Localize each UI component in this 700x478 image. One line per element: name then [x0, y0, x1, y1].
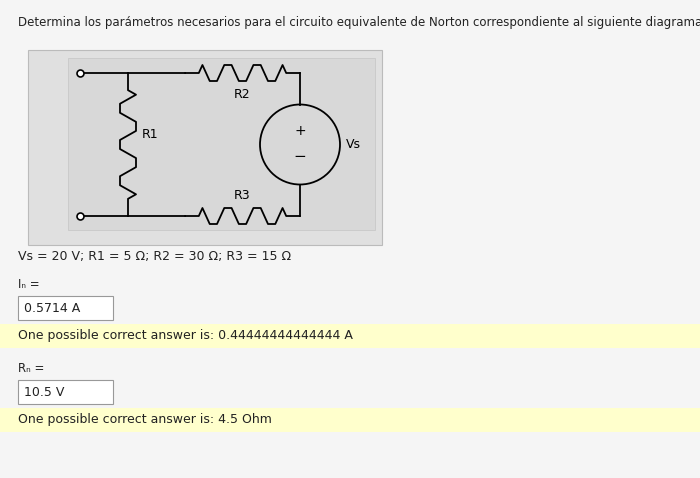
Text: Vs = 20 V; R1 = 5 Ω; R2 = 30 Ω; R3 = 15 Ω: Vs = 20 V; R1 = 5 Ω; R2 = 30 Ω; R3 = 15 … [18, 250, 291, 263]
Text: One possible correct answer is: 4.5 Ohm: One possible correct answer is: 4.5 Ohm [18, 413, 272, 426]
Text: Iₙ =: Iₙ = [18, 278, 40, 291]
FancyBboxPatch shape [0, 408, 700, 432]
FancyBboxPatch shape [18, 296, 113, 320]
Text: 10.5 V: 10.5 V [24, 385, 64, 399]
FancyBboxPatch shape [28, 50, 382, 245]
Text: R1: R1 [142, 128, 159, 141]
Text: R3: R3 [234, 189, 251, 202]
Text: One possible correct answer is: 0.44444444444444 A: One possible correct answer is: 0.444444… [18, 329, 353, 343]
Text: −: − [293, 149, 307, 164]
FancyBboxPatch shape [18, 380, 113, 404]
Text: Determina los parámetros necesarios para el circuito equivalente de Norton corre: Determina los parámetros necesarios para… [18, 16, 700, 29]
Text: Rₙ =: Rₙ = [18, 362, 44, 375]
Text: 0.5714 A: 0.5714 A [24, 302, 80, 315]
Text: Vs: Vs [346, 138, 361, 151]
FancyBboxPatch shape [0, 324, 700, 348]
Text: +: + [294, 123, 306, 138]
Text: R2: R2 [234, 88, 251, 101]
FancyBboxPatch shape [68, 58, 375, 230]
